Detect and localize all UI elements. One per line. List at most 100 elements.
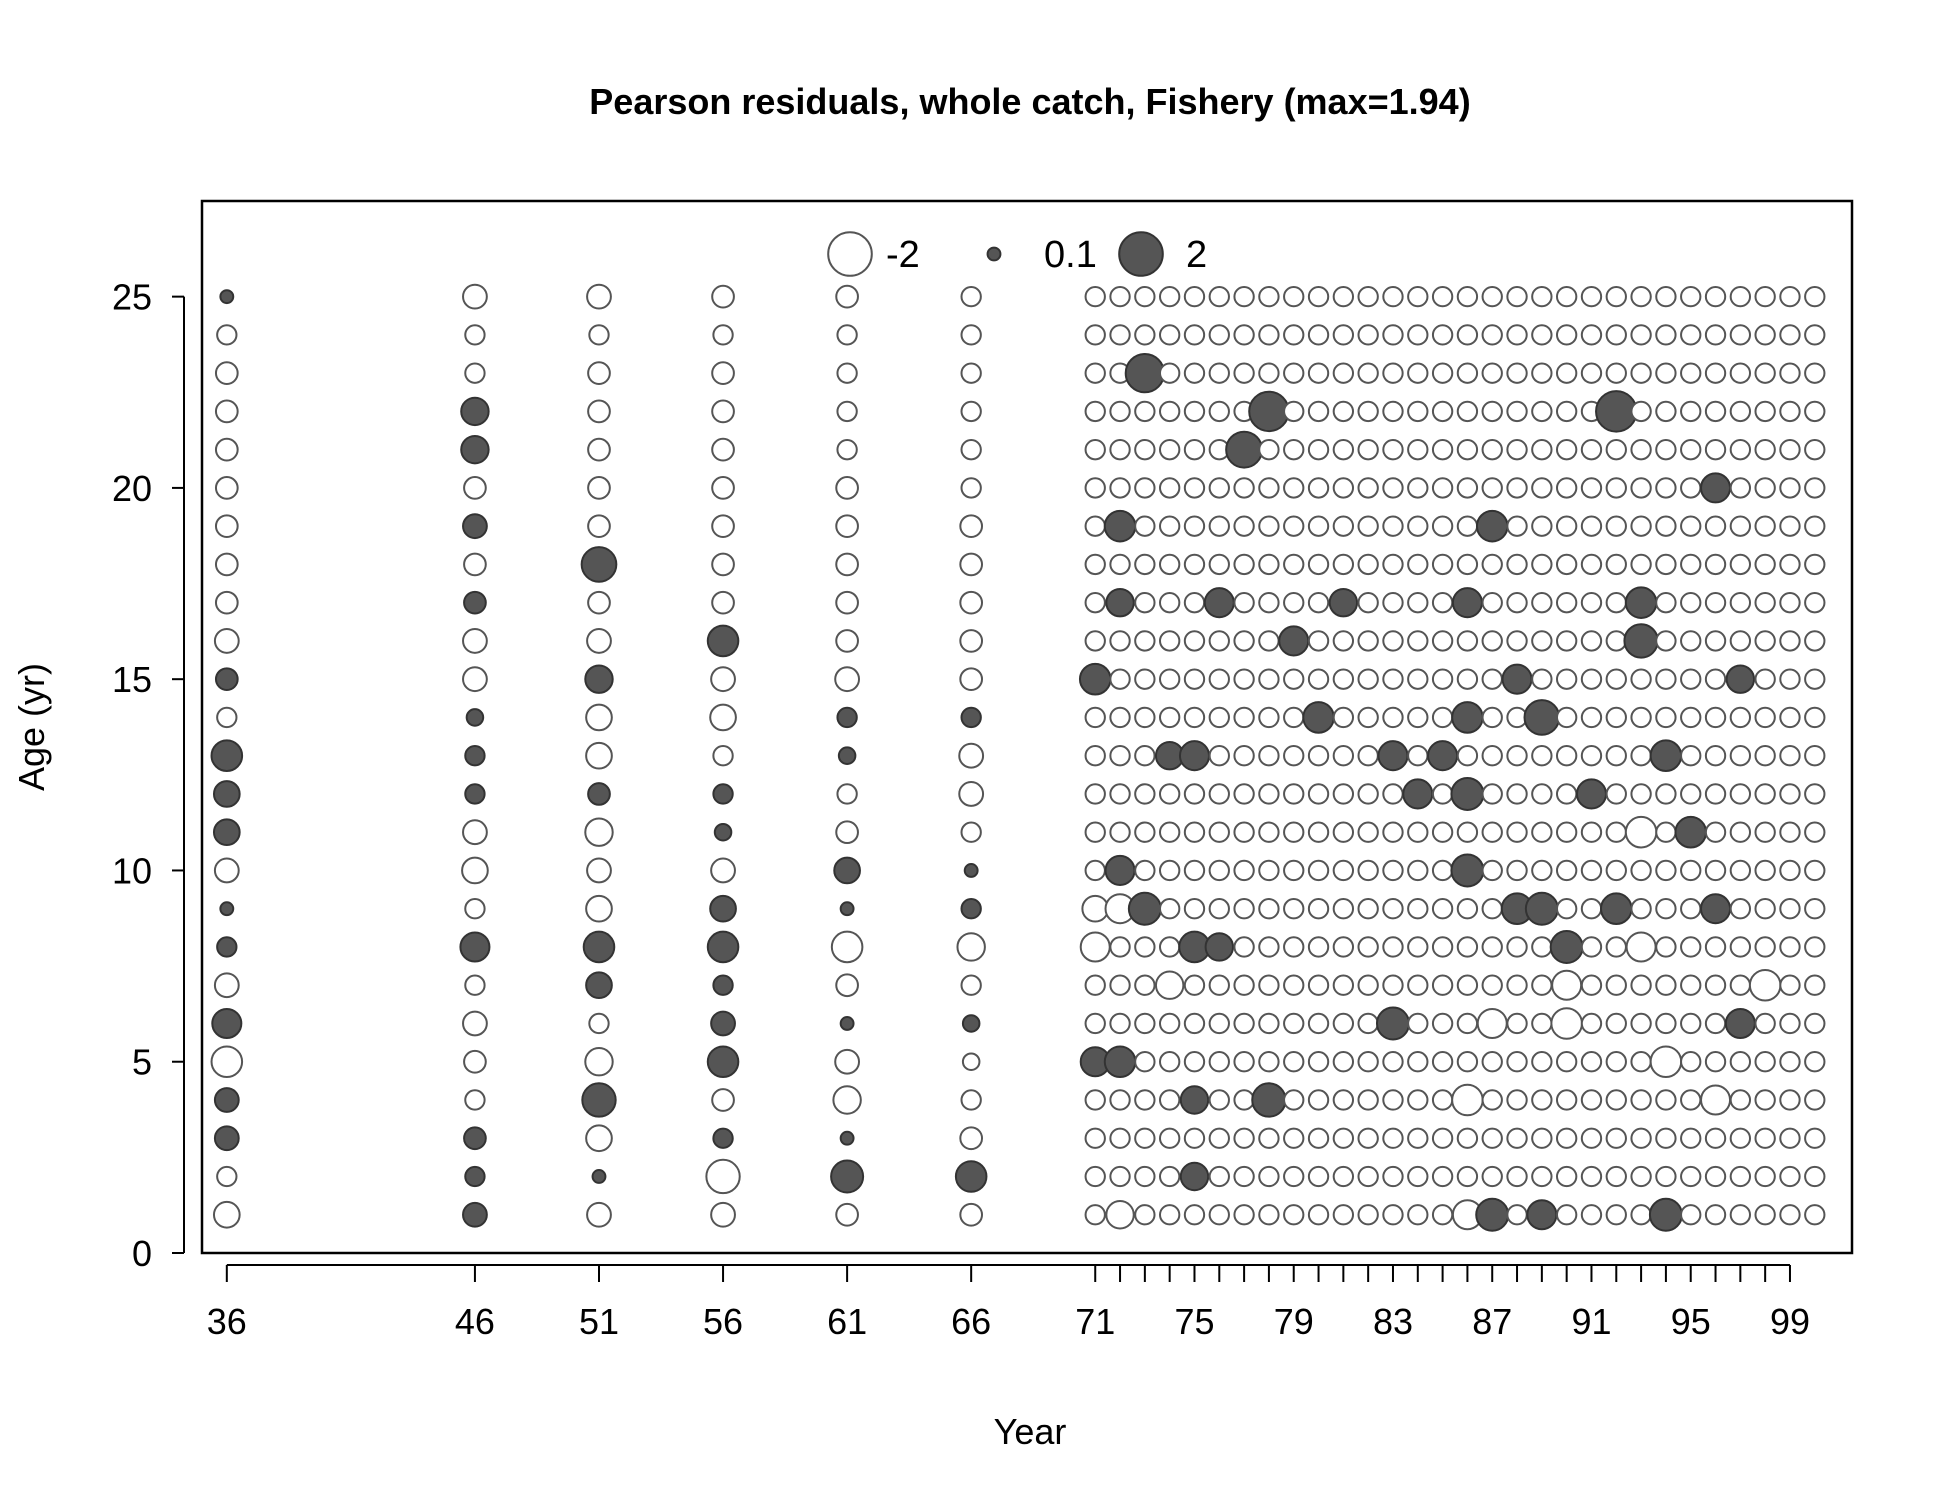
negative-residual-bubble — [1084, 783, 1106, 805]
negative-residual-bubble — [1531, 324, 1553, 346]
negative-residual-bubble — [1506, 783, 1528, 805]
negative-residual-bubble — [1382, 668, 1404, 690]
negative-residual-bubble — [1754, 1089, 1776, 1111]
positive-residual-bubble — [960, 898, 982, 920]
negative-residual-bubble — [1357, 821, 1379, 843]
negative-residual-bubble — [1307, 553, 1330, 576]
negative-residual-bubble — [1655, 592, 1677, 614]
negative-residual-bubble — [1208, 783, 1230, 805]
negative-residual-bubble — [1680, 1204, 1702, 1226]
positive-residual-bubble — [1549, 929, 1584, 964]
negative-residual-bubble — [834, 666, 861, 693]
negative-residual-bubble — [1357, 974, 1379, 996]
positive-residual-bubble — [460, 396, 490, 427]
negative-residual-bubble — [1655, 1127, 1677, 1149]
negative-residual-bubble — [1158, 821, 1181, 843]
negative-residual-bubble — [1506, 630, 1528, 652]
negative-residual-bubble — [584, 1047, 614, 1077]
negative-residual-bubble — [1704, 668, 1727, 690]
negative-residual-bubble — [1655, 1165, 1677, 1188]
negative-residual-bubble — [1481, 859, 1503, 882]
negative-residual-bubble — [1655, 362, 1677, 384]
negative-residual-bubble — [1233, 1051, 1255, 1073]
negative-residual-bubble — [1481, 477, 1503, 499]
negative-residual-bubble — [462, 666, 488, 693]
negative-residual-bubble — [1084, 515, 1106, 537]
negative-residual-bubble — [1804, 592, 1826, 614]
negative-residual-bubble — [462, 283, 488, 310]
negative-residual-bubble — [1655, 1012, 1677, 1035]
negative-residual-bubble — [1158, 285, 1181, 308]
negative-residual-bubble — [1357, 362, 1379, 384]
negative-residual-bubble — [1704, 438, 1727, 461]
positive-residual-bubble — [1204, 932, 1235, 962]
negative-residual-bubble — [1605, 1089, 1627, 1111]
negative-residual-bubble — [1158, 706, 1181, 729]
negative-residual-bubble — [1208, 630, 1230, 652]
negative-residual-bubble — [1779, 1089, 1801, 1111]
negative-residual-bubble — [1357, 324, 1379, 346]
negative-residual-bubble — [1283, 400, 1305, 423]
negative-residual-bubble — [1208, 1051, 1230, 1073]
negative-residual-bubble — [1154, 970, 1185, 1000]
negative-residual-bubble — [1456, 745, 1479, 767]
negative-residual-bubble — [1630, 745, 1652, 767]
y-axis-label: Age (yr) — [11, 663, 52, 791]
negative-residual-bubble — [1680, 1051, 1702, 1073]
positive-residual-bubble — [712, 783, 734, 805]
negative-residual-bubble — [1084, 1127, 1106, 1149]
negative-residual-bubble — [1332, 1165, 1355, 1188]
positive-residual-bubble — [1124, 352, 1166, 394]
negative-residual-bubble — [1630, 400, 1652, 423]
negative-residual-bubble — [1680, 1089, 1702, 1111]
negative-residual-bubble — [1804, 1012, 1826, 1035]
negative-residual-bubble — [1134, 1204, 1156, 1226]
negative-residual-bubble — [1704, 783, 1727, 805]
negative-residual-bubble — [1283, 1089, 1305, 1111]
negative-residual-bubble — [1456, 400, 1479, 423]
negative-residual-bubble — [1183, 285, 1206, 308]
negative-residual-bubble — [1754, 859, 1776, 882]
negative-residual-bubble — [1754, 324, 1776, 346]
negative-residual-bubble — [1134, 1051, 1156, 1073]
positive-residual-bubble — [219, 289, 235, 305]
negative-residual-bubble — [1431, 362, 1454, 384]
negative-residual-bubble — [1605, 362, 1627, 384]
negative-residual-bubble — [835, 973, 859, 998]
negative-residual-bubble — [1555, 630, 1578, 652]
negative-residual-bubble — [1481, 1127, 1503, 1149]
negative-residual-bubble — [1605, 859, 1627, 882]
negative-residual-bubble — [1804, 821, 1826, 843]
negative-residual-bubble — [1729, 974, 1752, 996]
negative-residual-bubble — [1158, 515, 1181, 537]
negative-residual-bubble — [1531, 592, 1553, 614]
negative-residual-bubble — [587, 399, 611, 424]
positive-residual-bubble — [963, 863, 979, 878]
negative-residual-bubble — [1630, 859, 1652, 882]
negative-residual-bubble — [1233, 783, 1255, 805]
positive-residual-bubble — [1700, 893, 1732, 925]
positive-residual-bubble — [830, 1159, 865, 1194]
negative-residual-bubble — [1680, 974, 1702, 996]
negative-residual-bubble — [1109, 974, 1131, 996]
negative-residual-bubble — [1700, 1084, 1732, 1116]
negative-residual-bubble — [1158, 1051, 1181, 1073]
negative-residual-bubble — [1456, 1165, 1479, 1188]
negative-residual-bubble — [1183, 974, 1206, 996]
negative-residual-bubble — [463, 1049, 487, 1074]
negative-residual-bubble — [1779, 515, 1801, 537]
negative-residual-bubble — [1655, 974, 1677, 996]
negative-residual-bubble — [1680, 898, 1702, 920]
positive-residual-bubble — [464, 745, 486, 767]
negative-residual-bubble — [212, 1200, 241, 1229]
negative-residual-bubble — [1084, 1089, 1106, 1111]
negative-residual-bubble — [1729, 553, 1752, 576]
negative-residual-bubble — [1506, 1051, 1528, 1073]
negative-residual-bubble — [1183, 1127, 1206, 1149]
negative-residual-bubble — [1134, 1012, 1156, 1035]
negative-residual-bubble — [1307, 745, 1330, 767]
negative-residual-bubble — [1531, 936, 1553, 958]
negative-residual-bubble — [1258, 592, 1280, 614]
positive-residual-bubble — [219, 901, 235, 917]
negative-residual-bubble — [1655, 1089, 1677, 1111]
